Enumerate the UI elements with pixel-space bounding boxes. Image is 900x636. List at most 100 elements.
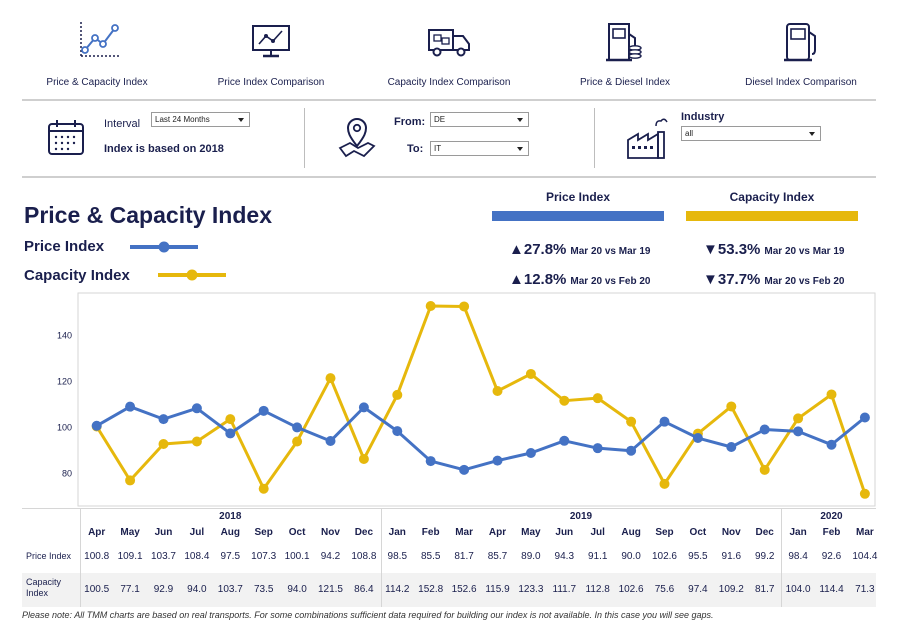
price-value-cell: 92.6 [821,551,842,562]
capacity-value-cell: 92.9 [153,584,174,595]
filter-bar: Interval Last 24 Months Index is based o… [22,100,876,176]
data-point [125,401,136,412]
data-point [292,422,303,433]
kpi-value: 37.7% [717,271,761,288]
price-value-cell: 94.3 [554,551,575,562]
kpi-capacity-bar [686,211,858,221]
month-label: Jun [154,527,173,538]
price-value-cell: 94.2 [320,551,341,562]
data-point [459,464,470,475]
nav-price-capacity-index[interactable]: Price & Capacity Index [12,18,182,96]
data-point [191,403,202,414]
data-point [258,483,269,494]
capacity-value-cell: 114.2 [385,584,410,595]
month-label: Apr [88,527,106,538]
price-value-cell: 102.6 [651,551,677,562]
data-point [793,426,804,437]
nav-label: Price & Diesel Index [579,77,671,88]
data-point [525,448,536,458]
divider [22,176,876,178]
arrow-up-icon: ▲ [509,271,524,288]
legend-capacity-label: Capacity Index [24,267,130,284]
interval-value: Last 24 Months [155,115,210,124]
data-point [859,412,870,423]
price-value-cell: 108.4 [184,551,210,562]
data-point [525,368,536,379]
capacity-value-cell: 112.8 [585,584,610,595]
y-tick-label: 80 [62,469,72,479]
nav-price-diesel-index[interactable]: Price & Diesel Index [540,18,710,96]
arrow-down-icon: ▼ [703,241,718,258]
kpi-capacity-header: Capacity Index [729,190,815,204]
interval-select[interactable]: Last 24 Months [151,112,250,127]
divider [304,108,305,168]
price-value-cell: 107.3 [251,551,277,562]
line-chart: 80 100 120 140 [57,292,876,507]
price-value-cell: 91.6 [721,551,742,562]
monitor-chart-icon [252,25,290,58]
month-label: Mar [855,527,874,538]
month-label: Nov [321,527,340,538]
capacity-value-cell: 94.0 [287,584,307,595]
from-label: From: [394,116,426,128]
series-line [95,304,867,495]
data-point [592,443,603,454]
month-label: Aug [621,527,641,538]
year-separator [380,509,382,607]
data-point [392,389,403,400]
capacity-value-cell: 102.6 [618,584,644,595]
data-point [191,436,202,447]
capacity-value-cell: 123.3 [518,584,544,595]
data-point [258,405,269,416]
price-value-cell: 104.4 [852,551,878,562]
data-point [459,301,470,312]
month-label: Oct [288,527,306,538]
capacity-value-cell: 71.3 [855,584,875,595]
kpi-compare: Mar 20 vs Feb 20 [570,276,651,287]
industry-select[interactable]: all [681,126,821,141]
chevron-down-icon [517,147,523,151]
data-point [358,402,369,413]
kpi-value: 12.8% [523,271,567,288]
month-label: Aug [220,527,241,538]
chevron-down-icon [809,132,815,136]
capacity-value-cell: 152.6 [451,584,477,595]
line-chart-icon [80,22,119,57]
to-select[interactable]: IT [430,141,529,156]
from-value: DE [434,115,446,124]
data-point [659,416,670,427]
map-pin-icon [338,118,376,158]
month-label: Feb [421,527,440,538]
data-point [358,453,369,464]
price-value-cell: 100.8 [84,551,110,562]
page-title: Price & Capacity Index [24,202,272,228]
month-label: Sep [254,527,273,538]
legend-capacity-swatch [158,269,226,281]
data-point [626,416,637,427]
month-label: Dec [755,527,774,538]
nav-diesel-index-comparison[interactable]: Diesel Index Comparison [716,18,886,96]
data-point [559,435,570,446]
month-label: May [521,527,541,538]
price-value-cell: 103.7 [150,551,176,562]
nav-price-index-comparison[interactable]: Price Index Comparison [186,18,356,96]
footnote: Please note: All TMM charts are based on… [22,610,714,620]
month-label: Mar [455,527,473,538]
nav-capacity-index-comparison[interactable]: Capacity Index Comparison [364,18,534,96]
month-label: Jan [789,527,807,538]
price-value-cell: 85.5 [420,551,441,562]
nav-label: Diesel Index Comparison [745,77,857,88]
kpi-price-yoy: ▲27.8% Mar 20 vs Mar 19 [509,241,650,258]
from-select[interactable]: DE [430,112,529,127]
table-row-band [22,573,876,607]
data-point [759,424,770,435]
data-point [225,428,236,439]
row-header-price: Price Index [26,551,72,561]
y-tick-label: 120 [57,377,72,387]
capacity-value-cell: 75.6 [654,584,675,595]
price-value-cell: 97.5 [220,551,241,562]
year-separator [781,509,783,607]
arrow-up-icon: ▲ [509,241,524,258]
data-point [859,488,870,499]
calendar-icon [48,120,84,155]
